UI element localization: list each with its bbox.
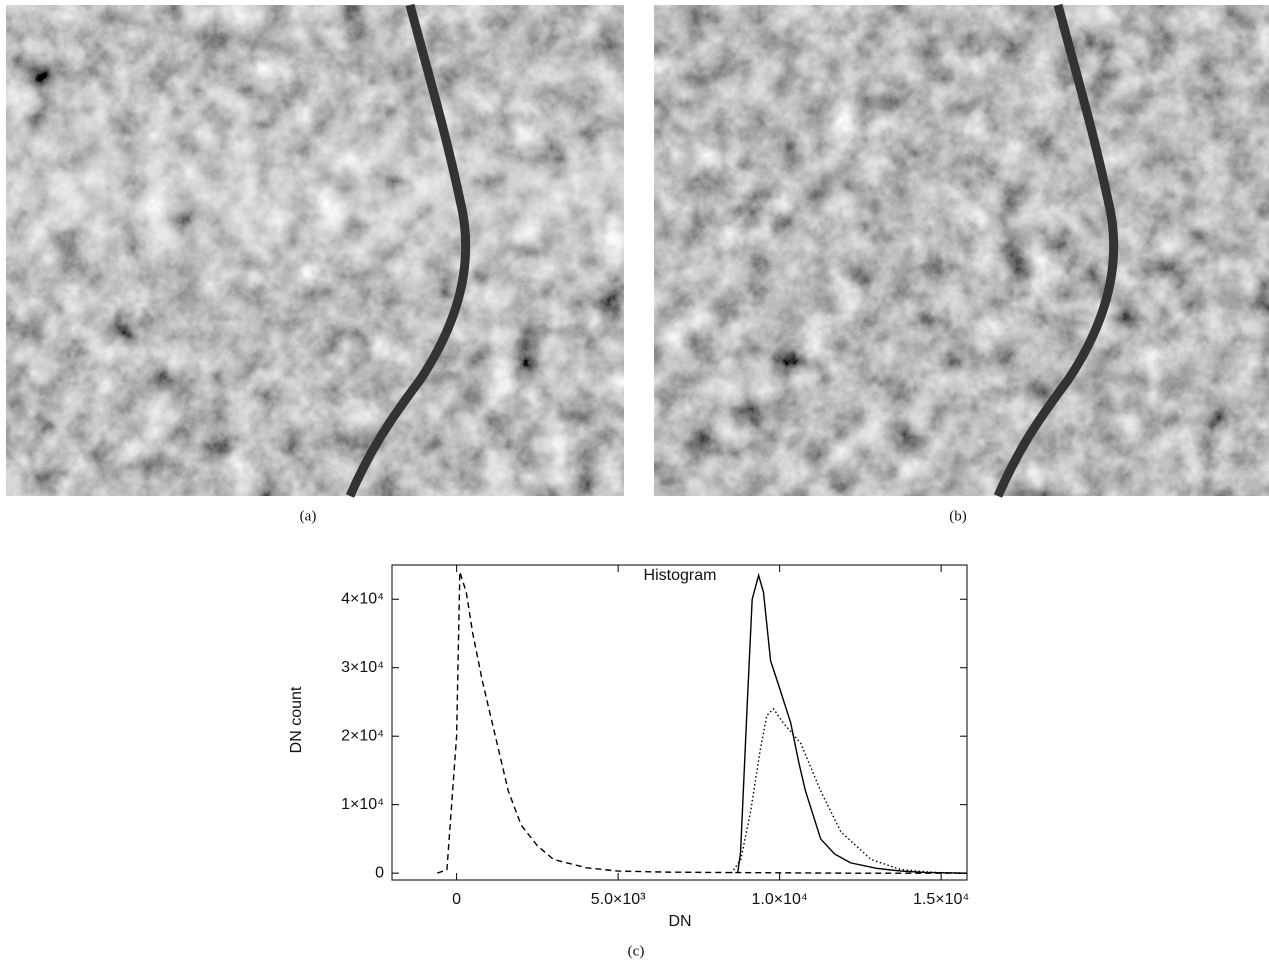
caption: (b)	[949, 508, 967, 524]
y-axis-label: DN count	[288, 686, 305, 753]
y-tick-label: 1×10⁴	[341, 796, 384, 813]
image-b	[654, 3, 1269, 498]
plot-frame	[391, 564, 968, 881]
series-line	[736, 572, 968, 874]
y-tick-label: 2×10⁴	[341, 727, 384, 744]
series-line	[730, 707, 968, 874]
caption: (a)	[300, 508, 317, 524]
x-tick-label: 0	[452, 891, 461, 908]
chart-title: Histogram	[644, 567, 717, 584]
series-line	[436, 571, 967, 874]
x-tick-label: 1.5×10⁴	[913, 891, 969, 908]
image-a	[6, 3, 624, 498]
x-axis-label: DN	[668, 913, 691, 930]
y-tick-label: 0	[375, 864, 384, 881]
x-tick-label: 1.0×10⁴	[752, 891, 808, 908]
y-tick-label: 4×10⁴	[341, 590, 384, 607]
caption: (c)	[628, 943, 645, 959]
x-tick-label: 5.0×10³	[591, 891, 646, 908]
y-tick-label: 3×10⁴	[341, 659, 384, 676]
